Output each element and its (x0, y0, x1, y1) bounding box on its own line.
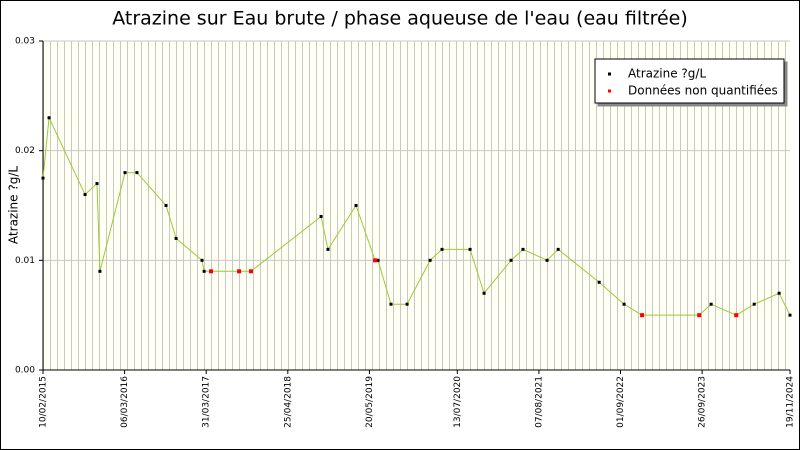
x-tick-label: 19/11/2024 (786, 376, 796, 428)
marker (545, 258, 549, 262)
marker (697, 313, 702, 318)
marker (200, 258, 204, 262)
legend-marker (608, 89, 611, 93)
legend: Atrazine ?g/L Données non quantifiées (594, 58, 785, 104)
marker (202, 269, 206, 273)
x-tick-label: 25/04/2018 (283, 376, 293, 428)
marker (209, 269, 214, 274)
y-tick-label: 0.03 (15, 37, 35, 47)
chart-title: Atrazine sur Eau brute / phase aqueuse d… (112, 8, 688, 30)
marker (47, 116, 51, 120)
marker (319, 214, 323, 218)
marker (622, 302, 626, 306)
marker (777, 291, 781, 295)
marker (326, 247, 330, 251)
marker (556, 247, 560, 251)
marker (98, 269, 102, 273)
x-tick-label: 20/05/2019 (365, 376, 375, 428)
marker (405, 302, 409, 306)
y-tick-label: 0.01 (15, 256, 35, 266)
marker (521, 247, 525, 251)
marker (83, 193, 87, 197)
marker (389, 302, 393, 306)
legend-label: Données non quantifiées (628, 84, 778, 98)
x-tick-label: 01/09/2022 (616, 376, 626, 428)
marker (41, 176, 45, 180)
legend-marker (608, 72, 611, 76)
marker (788, 313, 792, 317)
marker (597, 280, 601, 284)
x-tick-label: 06/03/2016 (120, 376, 130, 428)
y-axis-label: Atrazine ?g/L (7, 166, 21, 244)
marker (428, 258, 432, 262)
marker (468, 247, 472, 251)
line (42, 115, 791, 316)
x-tick-label: 07/08/2021 (534, 376, 544, 428)
marker (734, 313, 739, 318)
marker (354, 204, 358, 207)
marker (709, 302, 713, 306)
marker (248, 269, 253, 274)
x-tick-label: 13/07/2020 (453, 376, 463, 428)
y-tick-label: 0.02 (15, 146, 35, 156)
x-tick-label: 10/02/2015 (39, 376, 49, 428)
marker (482, 291, 486, 295)
marker (174, 236, 178, 240)
legend-label: Atrazine ?g/L (628, 67, 706, 81)
marker (95, 182, 99, 186)
marker (509, 258, 513, 262)
marker (376, 258, 380, 262)
marker (237, 269, 242, 274)
marker (640, 313, 645, 318)
marker (164, 204, 168, 207)
marker (373, 258, 378, 263)
x-tick-label: 31/03/2017 (202, 376, 212, 428)
legend-box (594, 58, 785, 104)
x-tick-label: 26/09/2023 (698, 376, 708, 428)
marker (440, 247, 444, 251)
marker (752, 302, 756, 306)
y-tick-label: 0.00 (15, 366, 35, 376)
marker (123, 171, 127, 175)
marker (135, 171, 139, 175)
